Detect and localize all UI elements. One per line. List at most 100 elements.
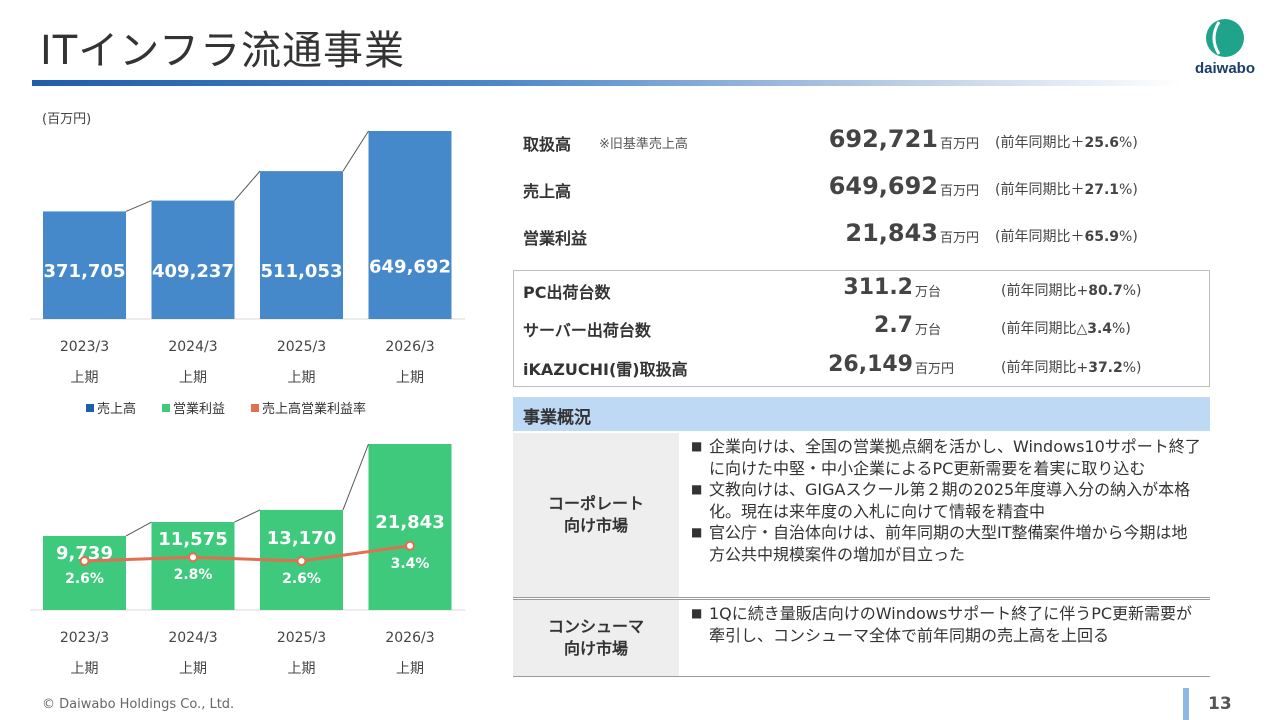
margin-point xyxy=(79,556,90,566)
x-tick-label: 上期 xyxy=(396,661,424,677)
shipment-pc: PC出荷台数 311.2 万台 (前年同期比+80.7%) xyxy=(523,275,1203,305)
kpi-yoy: (前年同期比＋65.9%) xyxy=(995,229,1138,245)
list-item: 企業向けは、全国の営業拠点網を活かし、Windows10サポート終了に向けた中堅… xyxy=(691,436,1203,479)
kpi-unit: 百万円 xyxy=(940,231,980,246)
chart-unit-label: (百万円) xyxy=(42,112,92,127)
list-item: 1Qに続き量販店向けのWindowsサポート終了に伴うPC更新需要が牽引し、コン… xyxy=(691,603,1203,646)
kpi-operating-profit: 営業利益 21,843 百万円 (前年同期比＋65.9%) xyxy=(523,219,1183,251)
copyright: © Daiwabo Holdings Co., Ltd. xyxy=(42,697,235,712)
shipment-unit: 万台 xyxy=(915,285,942,300)
shipment-yoy: (前年同期比△3.4%) xyxy=(1001,321,1131,337)
margin-point xyxy=(296,556,307,566)
legend-label: 売上高 xyxy=(97,402,137,417)
connector-line xyxy=(234,509,261,523)
shipment-yoy: (前年同期比+80.7%) xyxy=(1001,283,1142,299)
logo-text: daiwabo xyxy=(1194,60,1255,77)
margin-label: 3.4% xyxy=(391,556,430,572)
business-items: 1Qに続き量販店向けのWindowsサポート終了に伴うPC更新需要が牽引し、コン… xyxy=(691,603,1203,646)
business-category: コーポレート 向け市場 xyxy=(513,433,679,597)
legend-swatch xyxy=(162,404,171,412)
shipment-value: 26,149 xyxy=(828,352,913,377)
connector-line xyxy=(342,130,369,172)
bar-sales xyxy=(260,171,343,319)
page-number-bar xyxy=(1183,688,1189,720)
data-label: 409,237 xyxy=(152,261,234,282)
legend-item-sales: 売上高 xyxy=(86,398,136,417)
data-label: 371,705 xyxy=(44,261,126,282)
logo-mark-icon xyxy=(1206,19,1244,57)
data-label: 11,575 xyxy=(158,529,227,550)
kpi-value: 649,692 xyxy=(828,172,938,200)
kpi-label: 営業利益 xyxy=(523,229,588,248)
margin-point xyxy=(405,540,415,551)
business-overview-heading: 事業概況 xyxy=(513,397,1210,431)
legend-swatch xyxy=(86,404,94,412)
business-category: コンシューマ 向け市場 xyxy=(513,600,679,676)
title-underline xyxy=(32,80,1182,86)
margin-label: 2.6% xyxy=(282,571,321,587)
shipment-yoy: (前年同期比+37.2%) xyxy=(1001,360,1142,376)
page-number: 13 xyxy=(1208,694,1232,714)
x-tick-label: 2025/3 xyxy=(277,339,326,355)
kpi-unit: 百万円 xyxy=(940,137,980,152)
legend-item-margin: 売上高営業利益率 xyxy=(251,398,366,417)
shipment-label: iKAZUCHI(雷)取扱高 xyxy=(523,360,688,379)
list-item: 文教向けは、GIGAスクール第２期の2025年度導入分の納入が本格化。現在は来年… xyxy=(691,479,1203,522)
bar-sales xyxy=(368,131,452,319)
connector-line xyxy=(125,521,152,537)
x-tick-label: 2024/3 xyxy=(168,630,217,646)
legend-label: 営業利益 xyxy=(173,402,226,417)
x-tick-label: 2024/3 xyxy=(168,339,217,355)
section-heading: 事業概況 xyxy=(523,408,591,428)
x-tick-label: 2026/3 xyxy=(385,630,434,646)
list-item: 官公庁・自治体向けは、前年同期の大型IT整備案件増から今期は地方公共中規模案件の… xyxy=(691,522,1203,565)
x-tick-label: 上期 xyxy=(71,661,99,677)
x-tick-label: 上期 xyxy=(179,661,207,677)
margin-line xyxy=(84,544,411,563)
data-label: 9,739 xyxy=(56,543,113,564)
data-label: 13,170 xyxy=(267,528,336,549)
x-tick-label: 2023/3 xyxy=(60,339,109,355)
shipment-value: 311.2 xyxy=(843,275,913,300)
margin-label: 2.6% xyxy=(65,571,104,587)
business-items: 企業向けは、全国の営業拠点網を活かし、Windows10サポート終了に向けた中堅… xyxy=(691,436,1203,565)
shipment-unit: 万台 xyxy=(915,323,942,338)
x-tick-label: 上期 xyxy=(288,370,316,386)
kpi-unit: 百万円 xyxy=(940,184,980,199)
connector-line xyxy=(125,200,152,212)
legend-label: 売上高営業利益率 xyxy=(262,402,367,417)
x-tick-label: 上期 xyxy=(179,370,207,386)
shipment-unit: 百万円 xyxy=(915,362,955,377)
kpi-label: 売上高 xyxy=(523,182,572,201)
x-tick-label: 2026/3 xyxy=(385,339,434,355)
bar-operating-profit xyxy=(43,535,126,610)
charts-area: 371,705 2023/3 上期 409,237 2024/3 上期 511,053 202… xyxy=(30,130,465,677)
kpi-yoy: (前年同期比＋27.1%) xyxy=(995,182,1138,198)
shipment-label: サーバー出荷台数 xyxy=(523,321,651,340)
chart-legend: 売上高 営業利益 売上高営業利益率 xyxy=(86,398,366,417)
margin-label: 2.8% xyxy=(174,567,213,583)
kpi-net-sales: 売上高 649,692 百万円 (前年同期比＋27.1%) xyxy=(523,172,1183,204)
bar-operating-profit xyxy=(151,522,235,610)
kpi-label: 取扱高 xyxy=(523,135,572,154)
kpi-yoy: (前年同期比＋25.6%) xyxy=(995,135,1138,151)
kpi-value: 21,843 xyxy=(845,219,938,247)
x-tick-label: 上期 xyxy=(396,370,424,386)
x-tick-label: 上期 xyxy=(288,661,316,677)
data-label: 649,692 xyxy=(369,256,451,277)
margin-point xyxy=(188,552,198,563)
data-label: 21,843 xyxy=(375,512,444,533)
bar-operating-profit xyxy=(368,444,452,610)
legend-swatch xyxy=(251,404,260,412)
kpi-transaction-volume: 取扱高 ※旧基準売上高 692,721 百万円 (前年同期比＋25.6%) xyxy=(523,125,1183,157)
shipment-label: PC出荷台数 xyxy=(523,283,611,302)
page-title: ITインフラ流通事業 xyxy=(40,28,406,74)
shipment-ikazuchi: iKAZUCHI(雷)取扱高 26,149 百万円 (前年同期比+37.2%) xyxy=(523,352,1203,382)
kpi-note: ※旧基準売上高 xyxy=(599,137,688,152)
shipment-server: サーバー出荷台数 2.7 万台 (前年同期比△3.4%) xyxy=(523,313,1203,343)
data-label: 511,053 xyxy=(261,261,343,282)
connector-line xyxy=(234,170,261,201)
legend-item-operating-profit: 営業利益 xyxy=(162,398,225,417)
